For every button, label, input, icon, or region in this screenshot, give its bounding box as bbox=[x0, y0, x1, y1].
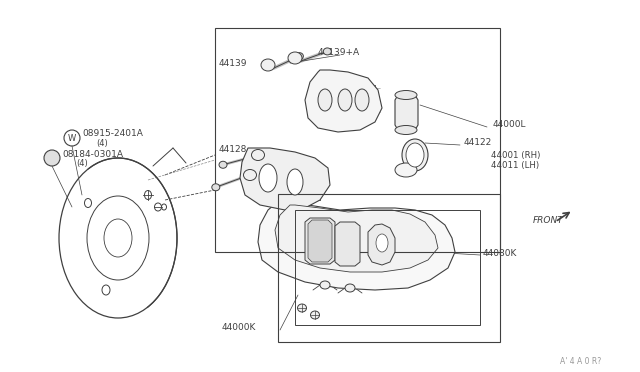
Polygon shape bbox=[395, 95, 418, 130]
Ellipse shape bbox=[320, 281, 330, 289]
Ellipse shape bbox=[310, 311, 319, 319]
Ellipse shape bbox=[318, 89, 332, 111]
Bar bbox=[278, 194, 500, 342]
Text: FRONT: FRONT bbox=[533, 215, 564, 224]
Text: 44122: 44122 bbox=[464, 138, 492, 147]
Ellipse shape bbox=[338, 89, 352, 111]
Bar bbox=[215, 28, 500, 252]
Bar bbox=[295, 210, 480, 325]
Text: (4): (4) bbox=[96, 138, 108, 148]
Text: 44001 (RH): 44001 (RH) bbox=[491, 151, 540, 160]
Text: W: W bbox=[68, 134, 76, 142]
Text: (4): (4) bbox=[76, 158, 88, 167]
Ellipse shape bbox=[395, 90, 417, 99]
Ellipse shape bbox=[376, 234, 388, 252]
Ellipse shape bbox=[296, 53, 303, 60]
Text: 44080K: 44080K bbox=[483, 248, 517, 257]
Ellipse shape bbox=[395, 125, 417, 135]
Text: 08184-0301A: 08184-0301A bbox=[62, 150, 123, 158]
Ellipse shape bbox=[212, 184, 220, 191]
Polygon shape bbox=[308, 220, 332, 262]
Ellipse shape bbox=[288, 52, 302, 64]
Ellipse shape bbox=[395, 163, 417, 177]
Text: 44000K: 44000K bbox=[222, 323, 257, 331]
Polygon shape bbox=[240, 148, 330, 210]
Text: 44011 (LH): 44011 (LH) bbox=[491, 160, 539, 170]
Polygon shape bbox=[305, 70, 382, 132]
Polygon shape bbox=[305, 218, 335, 264]
Text: B: B bbox=[49, 154, 55, 163]
Text: 08915-2401A: 08915-2401A bbox=[82, 128, 143, 138]
Polygon shape bbox=[258, 200, 455, 290]
Ellipse shape bbox=[287, 169, 303, 195]
Text: A' 4 A 0 R?: A' 4 A 0 R? bbox=[560, 357, 601, 366]
Ellipse shape bbox=[252, 150, 264, 160]
Ellipse shape bbox=[323, 48, 332, 55]
Ellipse shape bbox=[259, 164, 277, 192]
Ellipse shape bbox=[345, 284, 355, 292]
Polygon shape bbox=[275, 205, 438, 272]
Text: 44128: 44128 bbox=[219, 144, 248, 154]
Ellipse shape bbox=[44, 150, 60, 166]
Text: 44139: 44139 bbox=[219, 58, 248, 67]
Polygon shape bbox=[368, 224, 395, 265]
Polygon shape bbox=[335, 222, 360, 266]
Text: 44139+A: 44139+A bbox=[318, 48, 360, 57]
Ellipse shape bbox=[219, 161, 227, 168]
Ellipse shape bbox=[355, 89, 369, 111]
Ellipse shape bbox=[406, 143, 424, 167]
Ellipse shape bbox=[243, 170, 257, 180]
Ellipse shape bbox=[402, 139, 428, 171]
Text: 44000L: 44000L bbox=[493, 119, 527, 128]
Ellipse shape bbox=[261, 59, 275, 71]
Ellipse shape bbox=[298, 304, 307, 312]
